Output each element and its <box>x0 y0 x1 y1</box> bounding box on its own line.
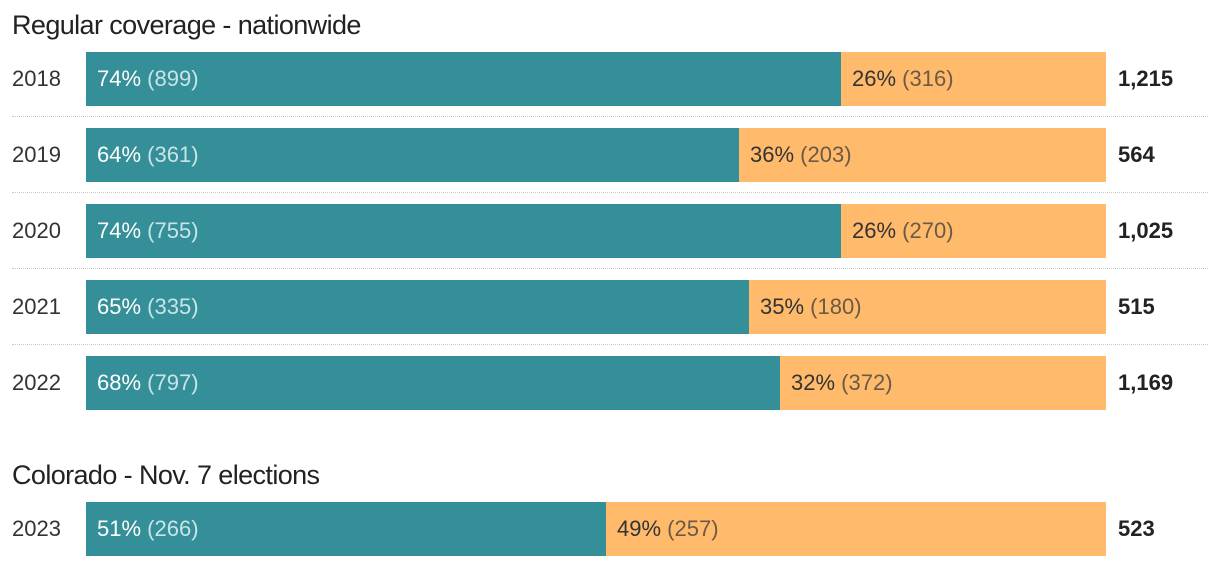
percent-label: 36% <box>750 142 795 167</box>
row-divider <box>12 344 1208 345</box>
stacked-bar: 65% (335) 35% (180) <box>86 280 1106 334</box>
category-label: 2022 <box>12 370 61 395</box>
bar-segment-2: 35% (180) <box>749 280 1106 334</box>
percent-label: 51% <box>97 516 142 541</box>
total-label: 1,215 <box>1118 66 1174 91</box>
bar-row-2020: 2020 74% (755) 26% (270) 1,025 <box>0 204 1220 258</box>
row-divider <box>12 268 1208 269</box>
percent-label: 49% <box>617 516 662 541</box>
count-label: (899) <box>147 66 199 91</box>
bar-row-2022: 2022 68% (797) 32% (372) 1,169 <box>0 356 1220 410</box>
category-label: 2023 <box>12 516 61 541</box>
bar-segment-2: 36% (203) <box>739 128 1106 182</box>
total-label: 1,169 <box>1118 370 1174 395</box>
row-divider <box>12 192 1208 193</box>
category-label: 2021 <box>12 294 61 319</box>
count-label: (797) <box>147 370 199 395</box>
category-label: 2018 <box>12 66 61 91</box>
count-label: (361) <box>147 142 199 167</box>
percent-label: 35% <box>760 294 805 319</box>
bar-row-2018: 2018 74% (899) 26% (316) 1,215 <box>0 52 1220 106</box>
stacked-bar: 51% (266) 49% (257) <box>86 502 1106 556</box>
chart-title-colorado: Colorado - Nov. 7 elections <box>12 460 320 490</box>
bar-row-2019: 2019 64% (361) 36% (203) 564 <box>0 128 1220 182</box>
total-label: 564 <box>1118 142 1155 167</box>
chart-title-nationwide: Regular coverage - nationwide <box>12 10 361 40</box>
count-label: (270) <box>902 218 954 243</box>
percent-label: 65% <box>97 294 142 319</box>
percent-label: 74% <box>97 218 142 243</box>
count-label: (203) <box>800 142 852 167</box>
bar-segment-1: 74% (755) <box>86 204 841 258</box>
bar-row-2021: 2021 65% (335) 35% (180) 515 <box>0 280 1220 334</box>
percent-label: 26% <box>852 218 897 243</box>
total-label: 1,025 <box>1118 218 1174 243</box>
category-label: 2020 <box>12 218 61 243</box>
count-label: (266) <box>147 516 199 541</box>
percent-label: 74% <box>97 66 142 91</box>
bar-row-2023: 2023 51% (266) 49% (257) 523 <box>0 502 1220 556</box>
count-label: (755) <box>147 218 199 243</box>
bar-segment-2: 32% (372) <box>780 356 1106 410</box>
bar-segment-1: 74% (899) <box>86 52 841 106</box>
count-label: (372) <box>841 370 893 395</box>
bar-segment-1: 65% (335) <box>86 280 749 334</box>
percent-label: 68% <box>97 370 142 395</box>
category-label: 2019 <box>12 142 61 167</box>
percent-label: 26% <box>852 66 897 91</box>
bar-segment-2: 26% (316) <box>841 52 1106 106</box>
stacked-bar: 74% (899) 26% (316) <box>86 52 1106 106</box>
stacked-bar: 74% (755) 26% (270) <box>86 204 1106 258</box>
count-label: (257) <box>667 516 719 541</box>
total-label: 523 <box>1118 516 1155 541</box>
bar-segment-2: 49% (257) <box>606 502 1106 556</box>
count-label: (180) <box>810 294 862 319</box>
bar-segment-1: 51% (266) <box>86 502 606 556</box>
bar-segment-1: 64% (361) <box>86 128 739 182</box>
row-divider <box>12 116 1208 117</box>
count-label: (316) <box>902 66 954 91</box>
percent-label: 64% <box>97 142 142 167</box>
count-label: (335) <box>147 294 199 319</box>
total-label: 515 <box>1118 294 1155 319</box>
bar-segment-2: 26% (270) <box>841 204 1106 258</box>
stacked-bar: 64% (361) 36% (203) <box>86 128 1106 182</box>
stacked-bar: 68% (797) 32% (372) <box>86 356 1106 410</box>
bar-segment-1: 68% (797) <box>86 356 780 410</box>
percent-label: 32% <box>791 370 836 395</box>
